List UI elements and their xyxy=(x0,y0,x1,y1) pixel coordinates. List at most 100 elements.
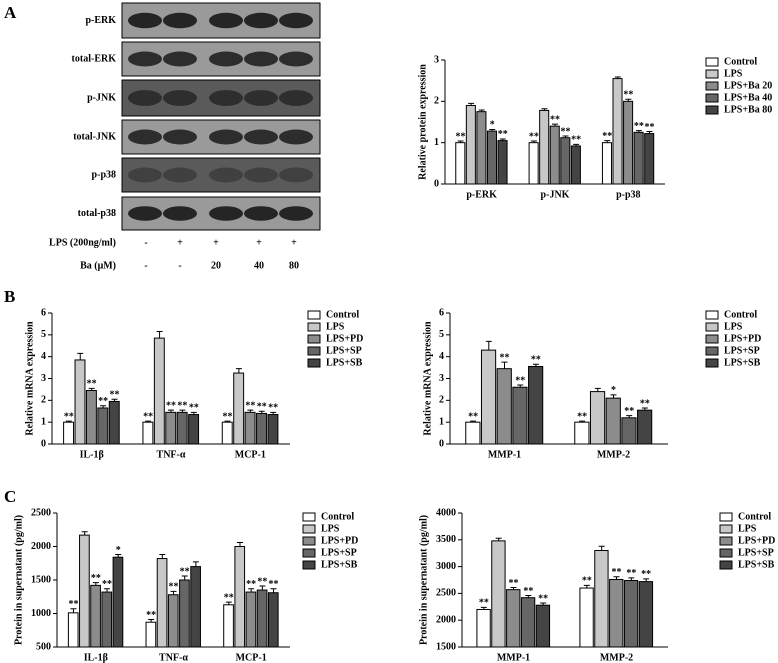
x-tick-label: p-p38 xyxy=(616,189,640,200)
significance-mark: ** xyxy=(98,396,108,407)
significance-mark: ** xyxy=(224,592,234,603)
error-bar xyxy=(604,140,611,143)
bar xyxy=(190,566,201,648)
legend-label: LPS+SP xyxy=(724,345,760,356)
significance-mark: ** xyxy=(623,90,633,101)
bar xyxy=(233,372,245,445)
blot-label: total-p38 xyxy=(78,208,116,219)
blot-band xyxy=(163,129,197,145)
y-tick-label: 4 xyxy=(439,351,444,362)
bar xyxy=(267,592,279,648)
bar xyxy=(101,591,113,648)
bar xyxy=(165,411,177,445)
bar xyxy=(63,421,75,445)
y-tick-label: 5 xyxy=(41,329,46,340)
significance-mark: ** xyxy=(582,576,592,587)
legend-label: LPS+PD xyxy=(321,535,358,546)
error-bar xyxy=(583,584,590,589)
bar xyxy=(623,100,634,185)
blot-band xyxy=(209,167,243,183)
x-tick-label: MMP-2 xyxy=(600,652,633,663)
significance-mark: ** xyxy=(189,403,199,414)
bar xyxy=(605,397,621,445)
blot-label: p-p38 xyxy=(92,169,116,180)
significance-mark: ** xyxy=(102,579,112,590)
y-tick-label: 1000 xyxy=(31,608,51,619)
significance-mark: * xyxy=(116,545,121,556)
error-bar xyxy=(499,138,506,141)
blot-band xyxy=(244,206,278,221)
legend-swatch xyxy=(719,524,733,534)
significance-mark: ** xyxy=(143,411,153,422)
y-tick-label: 1500 xyxy=(31,574,51,585)
significance-mark: ** xyxy=(479,598,489,609)
bar xyxy=(549,125,560,185)
legend-label: LPS+SP xyxy=(321,547,357,558)
error-bar xyxy=(81,531,88,536)
blot-label: p-ERK xyxy=(85,15,116,26)
significance-mark: ** xyxy=(166,400,176,411)
bar xyxy=(638,581,654,648)
error-bar xyxy=(641,407,648,411)
significance-mark: ** xyxy=(257,402,267,413)
y-tick-label: 2000 xyxy=(436,614,456,625)
error-bar xyxy=(573,143,580,146)
significance-mark: ** xyxy=(577,411,587,422)
y-tick-label: 1500 xyxy=(436,641,456,652)
significance-mark: ** xyxy=(169,582,179,593)
error-bar xyxy=(610,394,617,399)
significance-mark: ** xyxy=(91,573,101,584)
legend-label: Control xyxy=(724,309,757,320)
treatment-level: + xyxy=(177,237,183,248)
legend-swatch xyxy=(705,57,719,67)
bar xyxy=(612,78,623,185)
panel-letter: B xyxy=(4,287,15,306)
error-bar xyxy=(192,561,199,567)
blot-band xyxy=(128,206,162,221)
x-tick-label: p-JNK xyxy=(541,189,570,200)
legend-swatch xyxy=(719,560,733,570)
significance-mark: ** xyxy=(634,121,644,132)
bar xyxy=(480,349,497,445)
significance-mark: * xyxy=(611,385,616,396)
x-tick-label: TNF-α xyxy=(159,652,188,663)
legend-swatch xyxy=(705,346,719,356)
error-bar xyxy=(457,140,464,143)
error-bar xyxy=(628,577,635,581)
x-tick-label: MCP-1 xyxy=(236,652,267,663)
x-tick-label: TNF-α xyxy=(157,449,186,460)
error-bar xyxy=(270,411,277,415)
legend-label: LPS xyxy=(321,523,340,534)
blot-band xyxy=(128,12,162,29)
error-bar xyxy=(159,554,166,559)
bar xyxy=(465,104,476,185)
error-bar xyxy=(190,411,197,415)
y-axis-label: Protein in supernatant (pg/ml) xyxy=(418,515,429,645)
error-bar xyxy=(470,420,477,423)
significance-mark: ** xyxy=(626,568,636,579)
significance-mark: ** xyxy=(500,352,510,363)
y-tick-label: 3000 xyxy=(436,561,456,572)
error-bar xyxy=(598,545,605,551)
treatment-label: Ba (μM) xyxy=(80,260,116,271)
legend-label: LPS+PD xyxy=(724,333,761,344)
blot-band xyxy=(279,12,313,29)
blot-band xyxy=(279,206,313,221)
error-bar xyxy=(530,140,537,143)
bar xyxy=(167,594,179,648)
significance-mark: ** xyxy=(498,129,508,140)
error-bar xyxy=(485,340,492,351)
significance-mark: ** xyxy=(180,566,190,577)
y-tick-label: 2 xyxy=(434,96,439,107)
error-bar xyxy=(247,409,254,413)
blot-band xyxy=(244,90,278,106)
panel-letter: A xyxy=(4,3,17,22)
significance-mark: ** xyxy=(561,126,571,137)
error-bar xyxy=(100,405,107,408)
y-tick-label: 6 xyxy=(41,307,46,318)
significance-mark: ** xyxy=(268,403,278,414)
legend-swatch xyxy=(705,93,719,103)
blot-band xyxy=(163,206,197,221)
error-bar xyxy=(224,420,231,423)
